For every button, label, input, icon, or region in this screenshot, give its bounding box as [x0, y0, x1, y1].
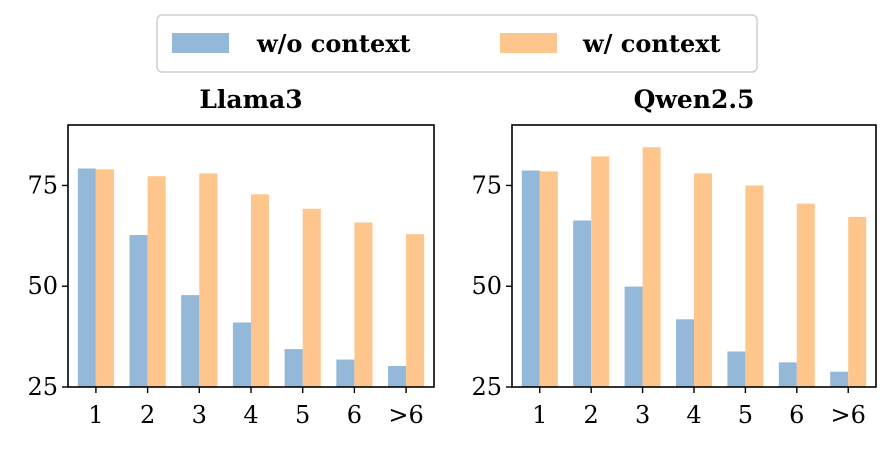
ticks-llama3: 1 2 3 4 5 6 >6 25 50 75 — [27, 171, 423, 429]
bar-qwen2-5-w-context-4 — [694, 173, 712, 387]
legend-box — [156, 14, 758, 73]
bar-qwen2-5-w-context-1 — [539, 171, 558, 387]
legend: w/o context w/ context — [156, 14, 758, 73]
x-tick-label-qwen2-5-5: 5 — [738, 401, 753, 429]
x-tick-label-qwen2-5-gt6: >6 — [831, 401, 866, 429]
legend-swatch-w-context — [500, 33, 557, 53]
bar-llama3-w-context-5 — [302, 208, 321, 387]
bar-qwen2-5-wo-context-1 — [521, 170, 540, 387]
bar-llama3-w-context-6 — [354, 222, 373, 387]
legend-label-w-context: w/ context — [582, 29, 721, 58]
bar-llama3-w-context-4 — [251, 194, 270, 387]
bar-qwen2-5-w-context-5 — [745, 185, 764, 387]
x-tick-label-llama3-5: 5 — [295, 401, 310, 429]
x-tick-label-llama3-2: 2 — [140, 401, 155, 429]
ticks-qwen2-5: 1 2 3 4 5 6 >6 25 50 75 — [471, 171, 865, 429]
bar-llama3-w-context-3 — [199, 173, 218, 387]
bar-qwen2-5-w-context-6 — [796, 203, 815, 387]
bar-qwen2-5-w-context-gt6 — [848, 216, 867, 387]
bar-llama3-wo-context-3 — [181, 295, 200, 387]
bar-llama3-w-context-2 — [147, 176, 166, 387]
bar-llama3-wo-context-4 — [232, 322, 251, 387]
y-tick-label-qwen2-5-50: 50 — [471, 272, 502, 300]
x-tick-label-qwen2-5-2: 2 — [584, 401, 599, 429]
x-tick-label-llama3-gt6: >6 — [388, 401, 423, 429]
x-tick-label-llama3-6: 6 — [347, 401, 362, 429]
bar-qwen2-5-wo-context-4 — [676, 319, 694, 387]
y-tick-label-qwen2-5-25: 25 — [471, 373, 502, 401]
bar-llama3-w-context-gt6 — [406, 234, 425, 387]
bar-llama3-wo-context-1 — [77, 168, 96, 387]
x-tick-label-qwen2-5-6: 6 — [789, 401, 804, 429]
chart-title-llama3: Llama3 — [199, 85, 302, 114]
bar-llama3-wo-context-6 — [336, 359, 355, 387]
x-tick-label-llama3-1: 1 — [88, 401, 103, 429]
bar-qwen2-5-wo-context-5 — [727, 351, 746, 387]
bar-llama3-wo-context-2 — [129, 235, 148, 387]
chart-llama3: Llama3 1 2 3 4 5 6 >6 25 50 75 — [27, 85, 435, 429]
bar-qwen2-5-wo-context-gt6 — [830, 371, 849, 387]
bars-qwen2-5 — [521, 147, 867, 387]
x-tick-label-qwen2-5-3: 3 — [635, 401, 650, 429]
plot-frame-llama3 — [67, 124, 435, 388]
bar-qwen2-5-wo-context-3 — [624, 286, 643, 387]
x-tick-label-llama3-3: 3 — [192, 401, 207, 429]
y-tick-label-llama3-75: 75 — [27, 171, 58, 199]
bar-llama3-wo-context-gt6 — [388, 366, 407, 387]
bar-qwen2-5-w-context-2 — [591, 156, 610, 387]
bar-llama3-w-context-1 — [95, 169, 114, 387]
bar-qwen2-5-wo-context-6 — [778, 362, 797, 387]
chart-title-qwen2-5: Qwen2.5 — [634, 85, 755, 114]
bars-llama3 — [77, 168, 425, 387]
y-tick-label-llama3-25: 25 — [27, 373, 58, 401]
legend-label-wo-context: w/o context — [256, 29, 411, 58]
bar-llama3-wo-context-5 — [284, 349, 303, 387]
legend-swatch-wo-context — [172, 33, 229, 53]
bar-qwen2-5-wo-context-2 — [573, 220, 592, 387]
plot-frame-qwen2-5 — [511, 124, 877, 388]
y-tick-label-qwen2-5-75: 75 — [471, 171, 502, 199]
y-tick-label-llama3-50: 50 — [27, 272, 58, 300]
x-tick-label-qwen2-5-1: 1 — [532, 401, 547, 429]
chart-qwen2-5: Qwen2.5 1 2 3 4 5 6 >6 25 50 75 — [471, 85, 877, 429]
x-tick-label-qwen2-5-4: 4 — [686, 401, 701, 429]
x-tick-label-llama3-4: 4 — [243, 401, 258, 429]
bar-qwen2-5-w-context-3 — [642, 147, 661, 387]
